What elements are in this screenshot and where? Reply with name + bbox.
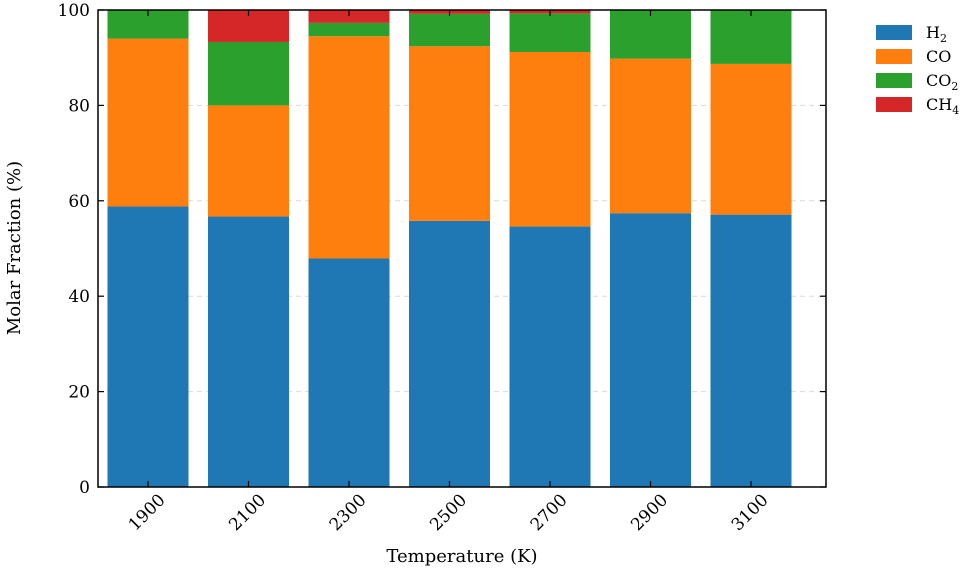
legend-label-subscript: 2 (940, 32, 947, 45)
x-tick-label: 3100 (728, 490, 773, 535)
legend-label-co2: CO2 (926, 71, 958, 93)
bar-segment-ch4-2300 (308, 10, 390, 23)
bar-segment-co-2700 (509, 51, 591, 227)
bar-segment-h2-1900 (107, 206, 189, 488)
y-axis-label: Molar Fraction (%) (4, 161, 25, 335)
bar-segment-h2-2700 (509, 226, 591, 488)
bar-segment-co2-3100 (710, 10, 792, 64)
bar-segment-co-1900 (107, 38, 189, 207)
legend-label-ch4: CH4 (926, 95, 959, 117)
legend-label-main: CH (926, 95, 952, 114)
legend-label-subscript: 4 (952, 104, 959, 117)
bar-segment-h2-2300 (308, 258, 390, 487)
bar-segment-co-2100 (208, 105, 289, 217)
x-axis-label: Temperature (K) (386, 546, 537, 567)
legend-label-co: CO (926, 47, 951, 66)
x-tick-label: 2500 (426, 490, 471, 535)
bar-segment-h2-2500 (409, 220, 490, 488)
x-tick-label: 2300 (326, 490, 371, 535)
legend-label-subscript: 2 (951, 80, 958, 93)
bar-segment-co2-2500 (409, 13, 490, 47)
bar-segment-h2-2100 (208, 216, 289, 487)
bar-segment-h2-3100 (710, 214, 792, 487)
y-axis: 0 20 40 60 80 100 (58, 1, 826, 498)
bar-segment-co2-2700 (509, 13, 591, 52)
bar-segment-co2-2100 (208, 41, 289, 106)
bar-segment-co2-2900 (610, 10, 691, 59)
bar-segment-co-3100 (710, 63, 792, 215)
legend-swatch-h2 (876, 25, 912, 40)
y-tick-label: 60 (68, 192, 90, 212)
y-tick-label: 0 (79, 478, 90, 498)
x-tick-label: 2700 (527, 490, 572, 535)
bar-segment-co-2500 (409, 46, 490, 221)
x-tick-label: 2100 (225, 490, 270, 535)
y-tick-label: 100 (58, 1, 90, 21)
y-tick-label: 40 (68, 287, 90, 307)
bar-segment-co2-2300 (308, 22, 390, 37)
legend-label-main: H (926, 23, 940, 42)
legend-label-main: CO (926, 47, 951, 66)
legend-label-h2: H2 (926, 23, 947, 45)
y-tick-label: 20 (68, 383, 90, 403)
y-tick-label: 80 (68, 96, 90, 116)
bar-segment-co-2900 (610, 58, 691, 214)
legend-swatch-ch4 (876, 97, 912, 112)
x-tick-label: 2900 (627, 490, 672, 535)
x-tick-label: 1900 (125, 490, 170, 535)
bar-stacks (107, 10, 792, 488)
bar-segment-co-2300 (308, 36, 390, 259)
bar-segment-h2-2900 (610, 213, 691, 487)
plot-frame (97, 9, 827, 488)
legend-swatch-co (876, 49, 912, 64)
legend-label-main: CO (926, 71, 951, 90)
legend-swatch-co2 (876, 73, 912, 88)
